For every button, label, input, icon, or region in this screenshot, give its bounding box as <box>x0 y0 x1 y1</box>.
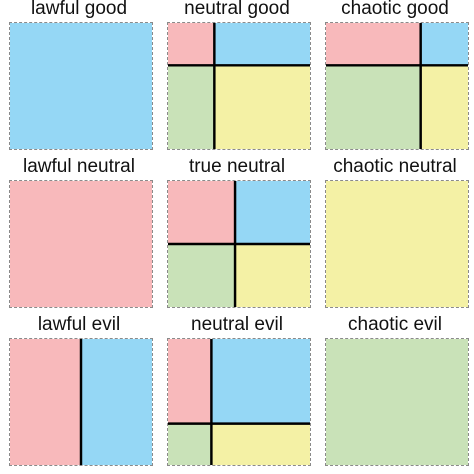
region-blue <box>420 23 468 66</box>
cell-chaotic-neutral: chaotic neutral <box>316 156 474 316</box>
region-yellow <box>214 65 310 149</box>
cell-label-true-neutral: true neutral <box>188 156 286 177</box>
cell-chaotic-good: chaotic good <box>316 0 474 158</box>
region-pink <box>168 339 212 424</box>
panel-lawful-neutral <box>9 180 153 308</box>
cell-label-neutral-good: neutral good <box>184 0 290 19</box>
region-pink <box>168 181 236 244</box>
region-blue <box>81 339 152 465</box>
region-yellow <box>235 244 310 307</box>
panel-neutral-evil <box>167 338 311 466</box>
region-blue <box>235 181 310 244</box>
region-green <box>326 65 421 149</box>
cell-label-chaotic-evil: chaotic evil <box>348 314 442 335</box>
cell-neutral-good: neutral good <box>158 0 316 158</box>
cell-label-chaotic-neutral: chaotic neutral <box>333 156 457 177</box>
cell-lawful-neutral: lawful neutral <box>0 156 158 316</box>
cell-lawful-good: lawful good <box>0 0 158 158</box>
cell-label-lawful-good: lawful good <box>30 0 128 19</box>
region-yellow <box>326 181 468 307</box>
cell-neutral-evil: neutral evil <box>158 314 316 474</box>
cell-true-neutral: true neutral <box>158 156 316 316</box>
cell-label-lawful-evil: lawful evil <box>37 314 121 335</box>
cell-lawful-evil: lawful evil <box>0 314 158 474</box>
region-yellow <box>420 65 468 149</box>
region-yellow <box>211 423 310 465</box>
region-green <box>168 423 212 465</box>
panel-lawful-evil <box>9 338 153 466</box>
region-blue <box>10 23 152 149</box>
cell-label-chaotic-good: chaotic good <box>341 0 449 19</box>
region-pink <box>326 23 421 66</box>
region-green <box>326 339 468 465</box>
panel-lawful-good <box>9 22 153 150</box>
region-blue <box>214 23 310 66</box>
region-green <box>168 65 215 149</box>
cell-label-lawful-neutral: lawful neutral <box>23 156 135 177</box>
panel-true-neutral <box>167 180 311 308</box>
region-pink <box>10 339 81 465</box>
panel-chaotic-neutral <box>325 180 469 308</box>
panel-chaotic-evil <box>325 338 469 466</box>
cell-label-neutral-evil: neutral evil <box>191 314 283 335</box>
cell-chaotic-evil: chaotic evil <box>316 314 474 474</box>
panel-neutral-good <box>167 22 311 150</box>
region-pink <box>168 23 215 66</box>
panel-chaotic-good <box>325 22 469 150</box>
region-blue <box>211 339 310 424</box>
region-green <box>168 244 236 307</box>
region-pink <box>10 181 152 307</box>
